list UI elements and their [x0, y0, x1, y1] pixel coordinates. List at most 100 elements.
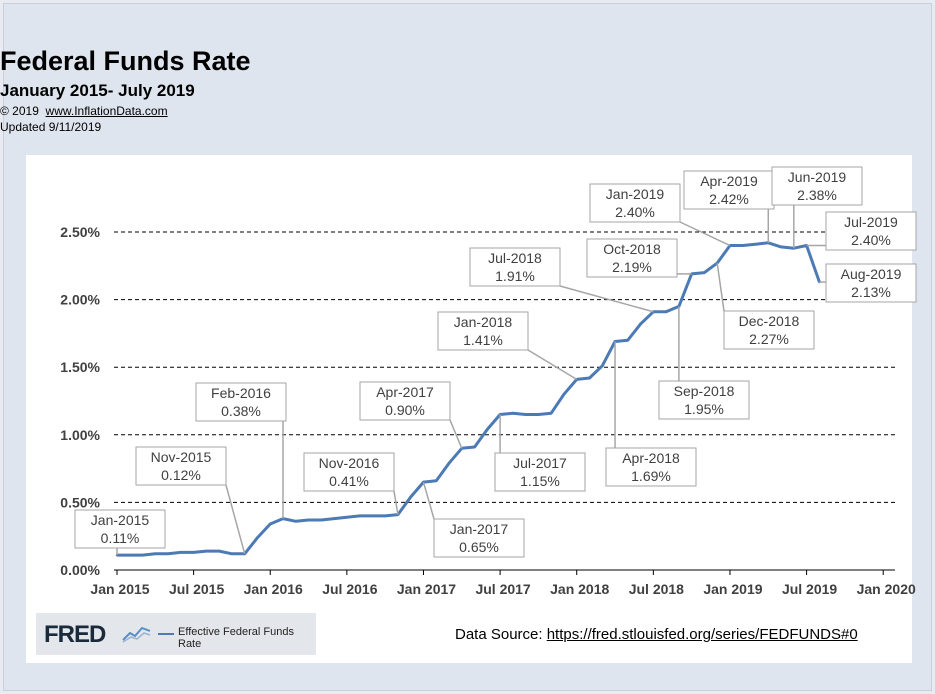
- copyright-link[interactable]: www.InflationData.com: [45, 104, 168, 118]
- data-point: [664, 310, 668, 313]
- callout-leader: [422, 481, 435, 520]
- callout-box: [195, 382, 287, 422]
- callout-date: Jun-2019: [788, 169, 847, 185]
- x-tick-label: Jan 2018: [550, 581, 609, 597]
- chart-subtitle: January 2015- July 2019: [0, 81, 195, 100]
- callout-date: Apr-2019: [700, 173, 758, 189]
- callout-box: [469, 247, 561, 287]
- data-point: [639, 322, 642, 326]
- data-point: [128, 553, 131, 557]
- callout-date: Nov-2015: [151, 449, 212, 465]
- callout-box: [825, 211, 917, 251]
- callout-value: 1.91%: [495, 268, 535, 284]
- callout-box: [359, 381, 451, 421]
- fred-logo: FRED: [44, 621, 106, 648]
- callout-date: Jan-2019: [606, 186, 665, 202]
- y-tick-label: 1.50%: [60, 359, 100, 375]
- data-point: [601, 364, 604, 368]
- callout-date: Jul-2019: [844, 214, 898, 230]
- callout-leader: [527, 349, 578, 381]
- data-point: [626, 338, 629, 342]
- callout-date: Dec-2018: [739, 313, 800, 329]
- callout-date: Apr-2018: [622, 450, 680, 466]
- callout-leader: [559, 285, 654, 313]
- callout-date: Aug-2019: [841, 266, 902, 282]
- callout-box: [437, 311, 529, 351]
- callout-box: [683, 170, 775, 210]
- updated-date: Updated 9/11/2019: [0, 120, 102, 134]
- callout-date: Nov-2016: [319, 455, 380, 471]
- callout-box: [605, 447, 697, 487]
- callout-box: [135, 446, 227, 486]
- callout-box: [825, 263, 917, 303]
- y-tick-label: 2.00%: [60, 292, 100, 308]
- callout-value: 2.19%: [612, 259, 652, 275]
- data-point: [358, 514, 361, 518]
- plot-panel: [26, 155, 912, 663]
- callout-value: 2.13%: [851, 284, 891, 300]
- data-point: [166, 552, 170, 555]
- data-point: [549, 411, 553, 415]
- callout-box: [723, 310, 815, 350]
- callout-box: [589, 183, 681, 223]
- callout-box: [494, 452, 586, 492]
- data-point: [511, 411, 515, 415]
- callout-box: [74, 509, 166, 549]
- legend-label: Effective Federal Funds Rate: [178, 626, 294, 650]
- callout-date: Oct-2018: [603, 241, 661, 257]
- data-source-label: Data Source:: [455, 626, 543, 643]
- callout-value: 2.40%: [615, 204, 655, 220]
- data-point: [409, 495, 412, 499]
- data-point: [269, 522, 272, 526]
- callout-value: 1.41%: [463, 332, 503, 348]
- x-tick-label: Jan 2017: [397, 581, 456, 597]
- callout-value: 0.65%: [459, 539, 499, 555]
- callout-box: [771, 166, 863, 206]
- callout-leader: [449, 419, 463, 449]
- data-point: [307, 518, 310, 522]
- data-point: [754, 242, 757, 246]
- data-point: [779, 245, 783, 249]
- copyright-text: © 2019: [0, 104, 39, 118]
- callout-leader: [225, 484, 246, 554]
- callout-value: 0.41%: [329, 473, 369, 489]
- callout-date: Apr-2017: [376, 384, 434, 400]
- x-tick-label: Jan 2015: [90, 581, 149, 597]
- data-point: [230, 552, 234, 555]
- callout-date: Jul-2018: [488, 250, 542, 266]
- y-tick-label: 0.50%: [60, 494, 100, 510]
- callout-date: Sep-2018: [674, 383, 735, 399]
- x-tick-label: Jul 2016: [322, 581, 377, 597]
- callout-value: 2.40%: [851, 232, 891, 248]
- callout-leader: [716, 262, 725, 312]
- callout-box: [303, 452, 395, 492]
- x-tick-label: Jul 2017: [475, 581, 530, 597]
- y-tick-label: 2.50%: [60, 224, 100, 240]
- data-point: [154, 552, 157, 555]
- callout-leader: [393, 490, 399, 515]
- copyright-line: © 2019 www.InflationData.com: [0, 104, 935, 118]
- x-tick-label: Jul 2019: [782, 581, 837, 597]
- callout-value: 0.38%: [221, 403, 261, 419]
- data-point: [524, 413, 527, 416]
- y-tick-label: 0.00%: [60, 562, 100, 578]
- y-tick-label: 1.00%: [60, 427, 100, 443]
- fred-graph-icon: [122, 626, 151, 643]
- data-point: [588, 376, 591, 380]
- data-point: [486, 428, 489, 431]
- data-source-link[interactable]: https://fred.stlouisfed.org/series/FEDFU…: [546, 626, 858, 643]
- data-point: [332, 517, 336, 520]
- callout-leader: [679, 221, 731, 247]
- callout-box: [433, 518, 525, 558]
- data-point: [703, 271, 706, 274]
- callout-date: Jan-2017: [450, 521, 509, 537]
- callout-box: [658, 380, 750, 420]
- data-point: [205, 549, 208, 553]
- callout-date: Feb-2016: [211, 385, 271, 401]
- x-tick-label: Jan 2020: [857, 581, 916, 597]
- callout-value: 0.90%: [385, 402, 425, 418]
- callout-value: 2.38%: [797, 187, 837, 203]
- data-point: [435, 479, 438, 482]
- data-point: [345, 516, 349, 519]
